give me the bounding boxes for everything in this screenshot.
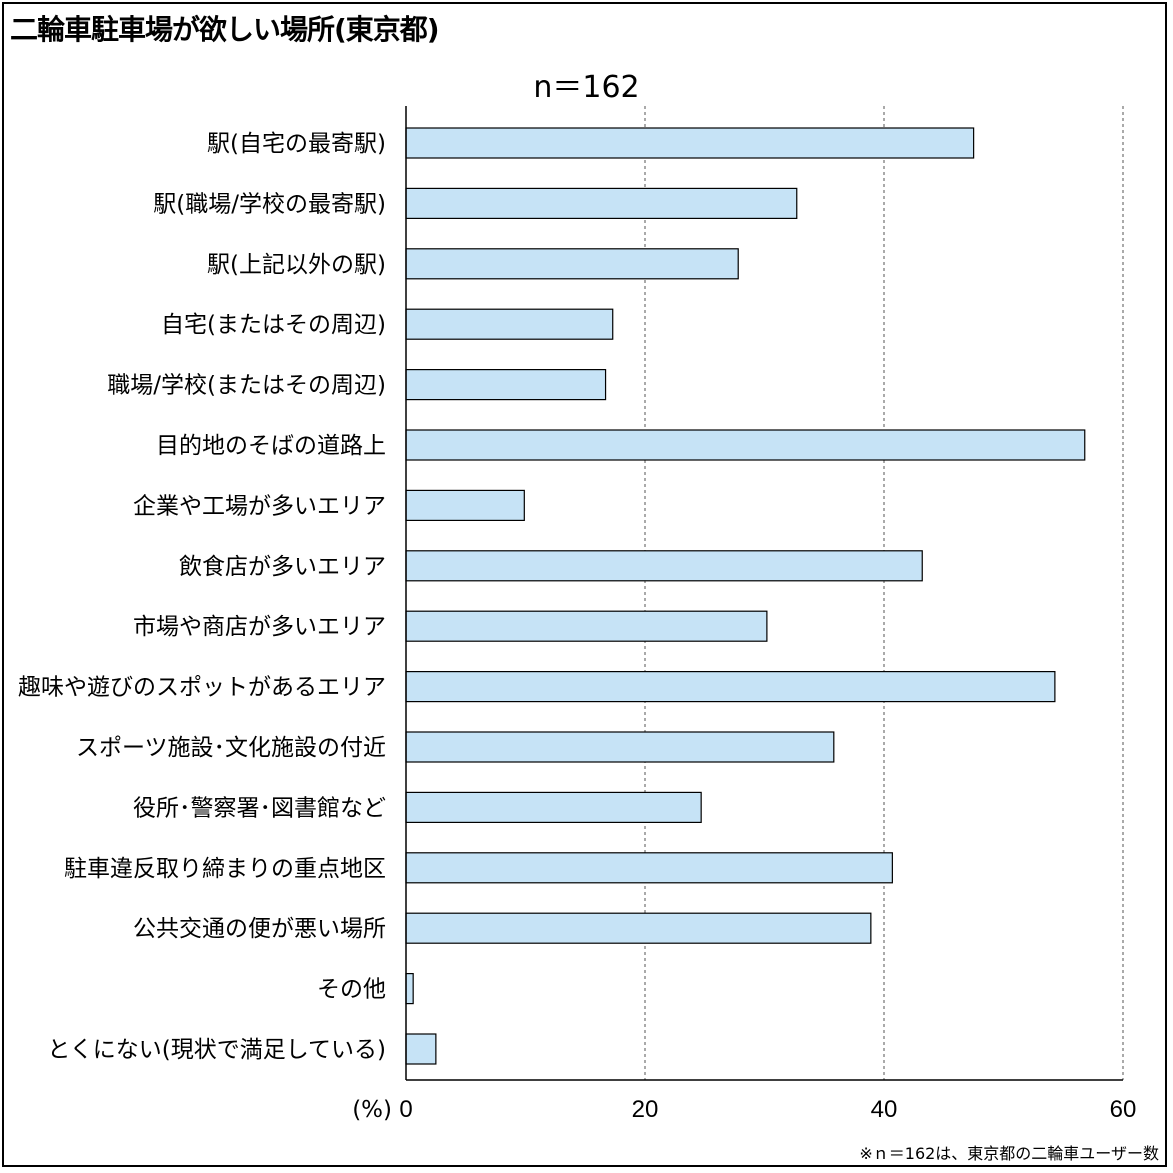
bar — [405, 429, 1086, 461]
bar — [405, 670, 1056, 703]
x-tick-label: 0 — [399, 1096, 412, 1123]
x-tick-label: 40 — [871, 1096, 898, 1123]
bar — [405, 308, 614, 340]
category-label: 目的地のそばの道路上 — [156, 433, 386, 459]
x-axis: 0 20 40 60 (%) — [352, 106, 1136, 1123]
bar — [405, 972, 414, 1005]
sample-size-label: n＝162 — [533, 70, 640, 105]
category-label: その他 — [317, 977, 386, 1003]
bar — [405, 852, 893, 884]
category-label: とくにない(現状で満足している) — [47, 1037, 386, 1063]
category-label: スポーツ施設･文化施設の付近 — [76, 735, 386, 761]
category-label: 駐車違反取り締まりの重点地区 — [64, 856, 386, 882]
x-axis-unit-label: (%) — [352, 1097, 392, 1123]
category-label: 公共交通の便が悪い場所 — [133, 916, 386, 942]
category-label: 飲食店が多いエリア — [179, 554, 386, 580]
chart-title: 二輪車駐車場が欲しい場所(東京都) — [10, 13, 440, 46]
bar — [405, 912, 872, 944]
footnote: ※ｎ＝162は、東京都の二輪車ユーザー数 — [859, 1144, 1159, 1163]
bar — [405, 1033, 437, 1065]
x-tick-label: 60 — [1110, 1096, 1137, 1123]
bar — [405, 791, 702, 824]
bar — [405, 127, 975, 159]
bars — [405, 127, 1086, 1065]
category-label: 企業や工場が多いエリア — [133, 493, 386, 519]
category-label: 市場や商店が多いエリア — [133, 614, 386, 640]
bar — [405, 731, 835, 763]
category-label: 駅(職場/学校の最寄駅) — [153, 191, 386, 217]
category-label: 趣味や遊びのスポットがあるエリア — [18, 675, 386, 701]
category-label: 役所･警察署･図書館など — [133, 795, 386, 821]
category-labels: 駅(自宅の最寄駅) 駅(職場/学校の最寄駅) 駅(上記以外の駅) 自宅(またはその周辺… — [18, 131, 386, 1063]
bar — [405, 248, 739, 280]
bar — [405, 550, 923, 582]
x-tick-label: 20 — [632, 1096, 659, 1123]
category-label: 駅(上記以外の駅) — [207, 252, 386, 278]
bar — [405, 489, 525, 521]
bar — [405, 369, 607, 401]
bar — [405, 610, 768, 642]
category-label: 自宅(またはその周辺) — [161, 312, 386, 338]
category-label: 職場/学校(またはその周辺) — [107, 373, 386, 399]
category-label: 駅(自宅の最寄駅) — [207, 131, 386, 157]
bar — [405, 187, 798, 219]
